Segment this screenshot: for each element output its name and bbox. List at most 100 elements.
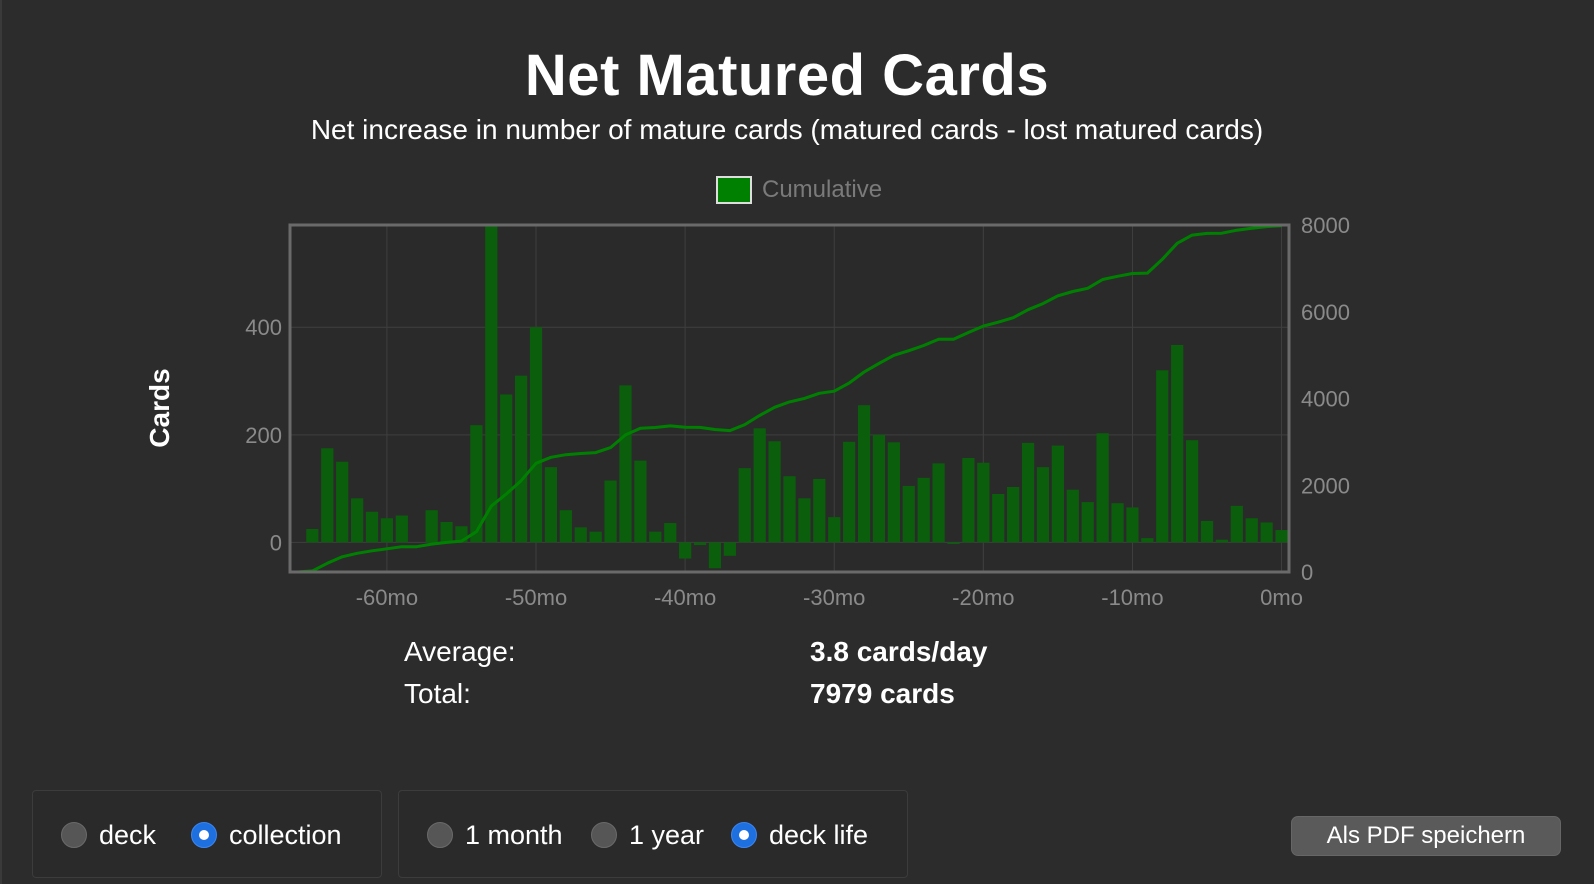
radio-deck-life-label: deck life (769, 819, 869, 850)
y-left-tick-label: 200 (245, 423, 282, 448)
bar (1051, 445, 1065, 543)
bar (395, 515, 408, 543)
bar (723, 542, 736, 556)
bar (1200, 520, 1214, 543)
bar (634, 460, 647, 543)
bar (649, 531, 662, 543)
radio-collection[interactable]: collection (191, 819, 342, 851)
radio-1-month-indicator[interactable] (427, 822, 453, 848)
bar (514, 375, 528, 543)
bar (932, 463, 945, 543)
bar (544, 467, 558, 543)
x-tick-label: -60mo (356, 585, 418, 610)
bar (857, 405, 871, 543)
total-label: Total: (404, 678, 471, 709)
x-tick-label: -30mo (803, 585, 865, 610)
bar (1066, 489, 1079, 543)
window-left-edge (0, 0, 2, 884)
save-pdf-button[interactable]: Als PDF speichern (1291, 816, 1561, 856)
bar (1245, 518, 1258, 543)
bar (559, 510, 572, 543)
bar (604, 480, 617, 543)
radio-1-year[interactable]: 1 year (591, 819, 704, 851)
radio-deck-label: deck (99, 819, 157, 850)
bar (1156, 370, 1169, 543)
radio-1-year-label: 1 year (629, 819, 705, 850)
bar (306, 528, 319, 543)
bar (977, 462, 990, 543)
bar (1141, 538, 1154, 543)
x-tick-label: -50mo (505, 585, 567, 610)
legend-label-cumulative: Cumulative (762, 176, 883, 203)
bar (738, 468, 751, 543)
bar (887, 442, 900, 543)
bar (813, 478, 826, 543)
bar (872, 434, 886, 543)
bar (574, 527, 587, 543)
bar (1275, 530, 1288, 543)
bar (798, 498, 811, 543)
total-value: 7979 cards (810, 678, 955, 709)
range-radio-group: 1 month 1 year deck life (398, 790, 908, 878)
radio-deck-indicator[interactable] (61, 822, 87, 848)
bar (664, 523, 677, 543)
bar (753, 428, 766, 543)
bar (902, 485, 915, 543)
bar (693, 542, 707, 546)
plot-border (288, 223, 1291, 574)
bar (1185, 440, 1199, 543)
bar (1230, 505, 1243, 543)
radio-deck[interactable]: deck (61, 819, 156, 851)
radio-deck-life-indicator[interactable] (731, 822, 757, 848)
bar (529, 327, 543, 543)
y-left-tick-label: 400 (245, 315, 282, 340)
legend-swatch-cumulative (716, 176, 752, 204)
bar (1081, 502, 1094, 543)
y-right-tick-label: 4000 (1301, 387, 1350, 412)
chart-title: Net Matured Cards (524, 43, 1050, 108)
bar (962, 457, 975, 543)
bar (917, 477, 930, 543)
chart-subtitle: Net increase in number of mature cards (… (310, 114, 1264, 145)
bar (1260, 522, 1273, 543)
average-label: Average: (404, 636, 516, 667)
x-tick-label: 0mo (1260, 585, 1303, 610)
bar (992, 493, 1005, 543)
bar (485, 225, 498, 543)
bar (1021, 442, 1035, 543)
bar (783, 476, 796, 543)
bar (1171, 344, 1184, 543)
radio-1-month[interactable]: 1 month (427, 819, 563, 851)
bar (1126, 507, 1139, 543)
y-right-tick-label: 8000 (1301, 213, 1350, 238)
y-right-tick-label: 0 (1301, 560, 1313, 585)
radio-collection-label: collection (229, 819, 342, 850)
bar (336, 461, 349, 543)
y-left-tick-label: 0 (270, 530, 282, 555)
bar (1215, 539, 1229, 543)
bar (1096, 433, 1109, 543)
radio-deck-life[interactable]: deck life (731, 819, 868, 851)
bar (768, 441, 781, 543)
radio-1-month-label: 1 month (465, 819, 563, 850)
chart-legend[interactable]: Cumulative (716, 174, 882, 206)
x-tick-label: -40mo (654, 585, 716, 610)
bar (828, 517, 841, 543)
radio-collection-indicator[interactable] (191, 822, 217, 848)
bar (350, 498, 364, 543)
bar (470, 425, 483, 543)
bar (947, 542, 960, 545)
bar (708, 542, 722, 569)
bar (365, 511, 379, 543)
bar (440, 521, 453, 543)
scope-radio-group: deck collection (32, 790, 382, 878)
bar (500, 394, 513, 543)
bar (1007, 486, 1020, 543)
bar (380, 518, 394, 543)
bar (619, 385, 632, 543)
radio-1-year-indicator[interactable] (591, 822, 617, 848)
bar (321, 448, 334, 543)
y-right-tick-label: 2000 (1301, 473, 1350, 498)
cumulative-line (297, 224, 1282, 574)
x-tick-label: -10mo (1101, 585, 1163, 610)
